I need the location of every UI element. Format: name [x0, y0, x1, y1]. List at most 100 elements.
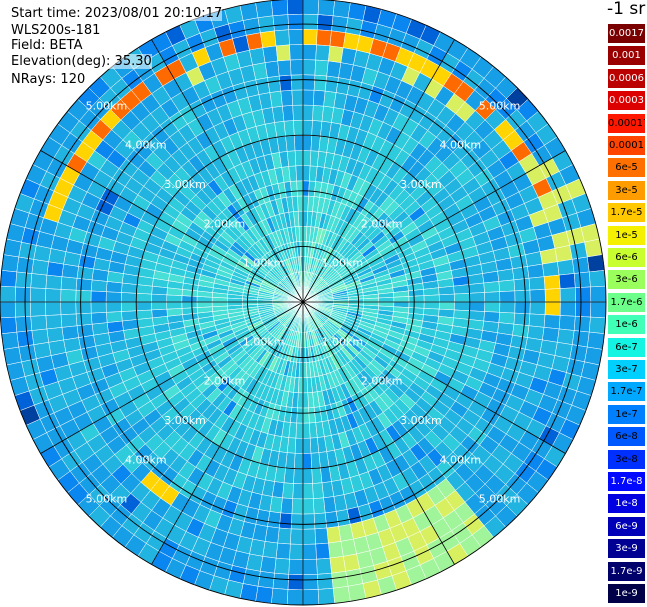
- range-gate-cell: [313, 89, 326, 107]
- range-gate-cell: [483, 311, 500, 323]
- range-label: 5.00km: [86, 99, 128, 112]
- range-gate-cell: [0, 316, 17, 334]
- range-gate-cell: [453, 284, 470, 295]
- range-gate-cell: [272, 572, 289, 590]
- range-gate-cell: [302, 74, 316, 91]
- range-gate-cell: [316, 557, 332, 575]
- colorbar-level: 0.001: [607, 45, 646, 67]
- azimuth-spoke: [302, 150, 566, 303]
- range-gate-cell: [302, 498, 315, 515]
- range-gate-cell: [317, 572, 334, 590]
- range-gate-cell: [242, 17, 261, 36]
- range-gate-cell: [343, 553, 360, 572]
- range-gate-cell: [302, 574, 319, 591]
- range-gate-cell: [46, 327, 64, 343]
- range-gate-cell: [226, 301, 243, 307]
- range-gate-cell: [30, 301, 47, 317]
- range-gate-cell: [572, 256, 590, 274]
- range-gate-cell: [296, 180, 304, 197]
- range-gate-cell: [260, 30, 277, 48]
- range-gate-cell: [262, 541, 278, 559]
- range-gate-cell: [484, 291, 501, 303]
- range-gate-cell: [106, 281, 123, 293]
- colorbar-level: 1e-6: [607, 314, 646, 336]
- azimuth-spoke: [40, 301, 304, 454]
- azimuth-spoke: [302, 39, 455, 303]
- range-gate-cell: [484, 301, 501, 313]
- range-gate-cell: [512, 266, 530, 281]
- range-gate-cell: [559, 287, 576, 303]
- range-label: 4.00km: [439, 453, 481, 466]
- range-gate-cell: [264, 60, 280, 78]
- range-gate-cell: [16, 256, 34, 274]
- range-gate-cell: [151, 301, 168, 311]
- range-gate-cell: [120, 301, 137, 312]
- range-gate-cell: [271, 0, 289, 16]
- range-gate-cell: [75, 289, 92, 303]
- range-gate-cell: [559, 301, 576, 317]
- range-gate-cell: [30, 315, 48, 331]
- range-gate-cell: [260, 556, 277, 574]
- colorbar-level: 3e-9: [607, 538, 646, 560]
- range-gate-cell: [294, 437, 304, 454]
- range-gate-cell: [587, 254, 605, 273]
- range-gate-cell: [151, 293, 168, 303]
- range-label: 2.00km: [361, 375, 403, 388]
- range-gate-cell: [554, 245, 573, 262]
- colorbar-level: 1.7e-5: [607, 202, 646, 224]
- range-gate-cell: [542, 327, 560, 343]
- range-gate-cell: [291, 89, 304, 106]
- range-gate-cell: [302, 453, 312, 469]
- colorbar-level: 1.7e-8: [607, 471, 646, 492]
- range-label: 5.00km: [479, 493, 521, 506]
- colorbar-level: 3e-8: [607, 448, 646, 470]
- range-gate-cell: [277, 527, 292, 545]
- range-gate-cell: [302, 528, 316, 545]
- range-gate-cell: [16, 330, 34, 348]
- range-gate-cell: [278, 74, 293, 92]
- range-gate-cell: [136, 301, 152, 311]
- range-gate-cell: [393, 296, 410, 303]
- range-gate-cell: [539, 248, 558, 265]
- range-gate-cell: [181, 301, 198, 309]
- nrays-label: NRays: 120: [11, 72, 86, 87]
- range-gate-cell: [513, 312, 531, 327]
- range-gate-cell: [275, 44, 291, 62]
- range-gate-cell: [573, 316, 591, 333]
- range-gate-cell: [408, 301, 425, 309]
- range-gate-cell: [313, 497, 326, 515]
- range-gate-cell: [30, 287, 47, 303]
- range-gate-cell: [302, 513, 316, 530]
- range-gate-cell: [569, 241, 588, 260]
- range-gate-cell: [302, 422, 311, 439]
- range-gate-cell: [298, 225, 304, 242]
- range-label: 4.00km: [125, 453, 167, 466]
- start-time-label: Start time: 2023/08/01 20:10:17: [11, 6, 223, 21]
- range-gate-cell: [558, 273, 576, 289]
- range-gate-cell: [544, 301, 561, 316]
- range-gate-cell: [277, 59, 292, 77]
- colorbar-level: 6e-9: [607, 515, 646, 537]
- range-gate-cell: [302, 104, 314, 121]
- range-gate-cell: [290, 528, 304, 545]
- range-gate-cell: [543, 274, 561, 290]
- colorbar-level: 1.7e-7: [607, 381, 646, 403]
- range-gate-cell: [513, 277, 531, 292]
- range-gate-cell: [242, 301, 258, 306]
- colorbar-level: 0.00017: [607, 112, 646, 134]
- range-gate-cell: [275, 542, 291, 560]
- range-gate-cell: [287, 574, 304, 591]
- range-gate-cell: [282, 105, 294, 122]
- range-gate-cell: [291, 498, 304, 515]
- range-gate-cell: [121, 310, 138, 322]
- beam-cells: [0, 0, 607, 606]
- range-gate-cell: [589, 316, 606, 334]
- range-gate-cell: [274, 29, 290, 47]
- colorbar-level: 1e-5: [607, 224, 646, 246]
- range-gate-cell: [75, 312, 93, 327]
- range-gate-cell: [48, 339, 67, 356]
- range-gate-cell: [326, 526, 342, 544]
- range-gate-cell: [45, 314, 63, 330]
- range-gate-cell: [423, 301, 440, 310]
